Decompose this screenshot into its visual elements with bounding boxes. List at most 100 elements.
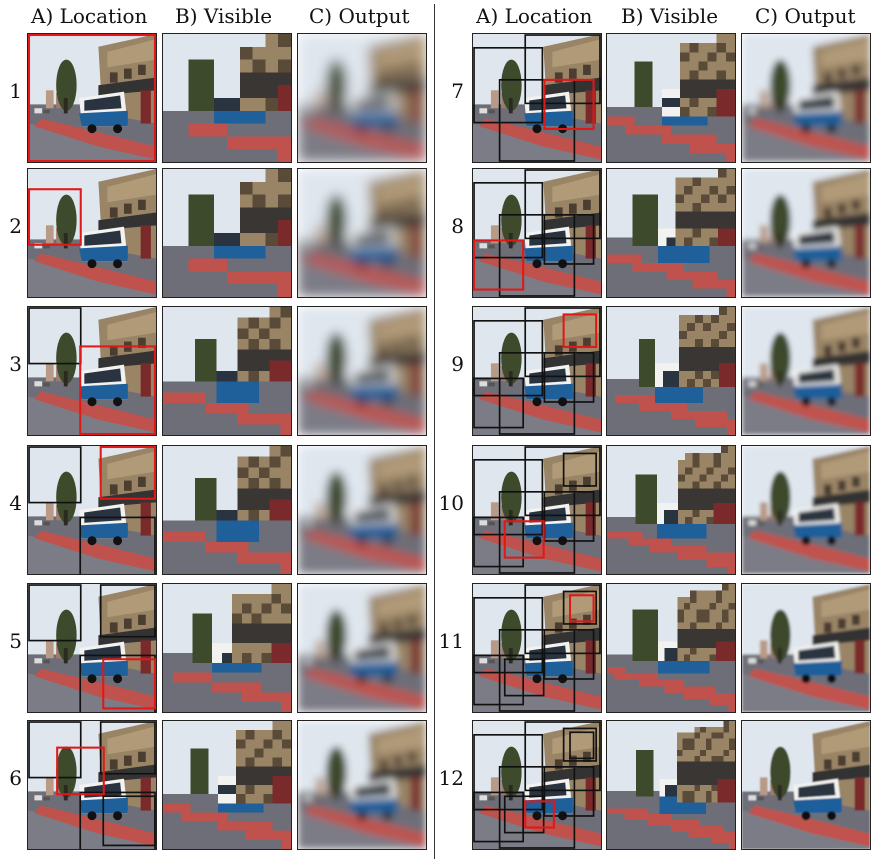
output-tile (297, 306, 427, 436)
current-glimpse-box (473, 239, 525, 291)
previous-glimpse-box (543, 628, 595, 680)
location-tile (472, 720, 602, 850)
output-tile (741, 33, 871, 163)
header-visible-right: B) Visible (621, 4, 719, 28)
step-label: 6 (9, 766, 22, 790)
previous-glimpse-box (473, 181, 544, 259)
current-glimpse-box (28, 188, 82, 246)
previous-glimpse-box (79, 791, 156, 849)
previous-glimpse-box (28, 307, 82, 365)
header-visible-left: B) Visible (175, 4, 273, 28)
step-label: 12 (438, 766, 464, 790)
current-glimpse-box (28, 34, 156, 162)
location-tile (27, 720, 157, 850)
panel-divider (434, 4, 435, 859)
output-tile (741, 445, 871, 575)
location-tile (472, 583, 602, 713)
previous-glimpse-box (28, 721, 82, 779)
visible-tile (606, 168, 736, 298)
previous-glimpse-box (562, 452, 597, 487)
header-output-right: C) Output (755, 4, 856, 28)
current-glimpse-box (99, 446, 156, 500)
location-tile (27, 583, 157, 713)
previous-glimpse-box (473, 46, 544, 124)
output-tile (297, 583, 427, 713)
previous-glimpse-box (543, 490, 595, 542)
previous-glimpse-box (524, 446, 601, 517)
location-tile (472, 306, 602, 436)
current-glimpse-box (543, 78, 595, 131)
location-tile (472, 445, 602, 575)
previous-glimpse-box (473, 733, 544, 811)
location-tile (27, 33, 157, 163)
visible-tile (606, 583, 736, 713)
step-label: 9 (451, 352, 464, 376)
output-tile (741, 583, 871, 713)
previous-glimpse-box (498, 490, 576, 574)
current-glimpse-box (562, 313, 598, 348)
previous-glimpse-box (498, 351, 576, 435)
visible-tile (162, 583, 292, 713)
previous-glimpse-box (473, 458, 544, 536)
output-tile (297, 720, 427, 850)
previous-glimpse-box (503, 658, 545, 697)
previous-glimpse-box (503, 795, 545, 834)
previous-glimpse-box (562, 590, 597, 625)
step-label: 5 (9, 629, 22, 653)
header-location-right: A) Location (476, 4, 593, 28)
previous-glimpse-box (543, 351, 595, 403)
current-glimpse-box (569, 594, 595, 623)
visible-tile (162, 445, 292, 575)
visible-tile (162, 306, 292, 436)
previous-glimpse-box (473, 791, 525, 843)
visible-tile (606, 445, 736, 575)
output-tile (297, 33, 427, 163)
location-tile (472, 168, 602, 298)
previous-glimpse-box (28, 584, 82, 642)
previous-glimpse-box (79, 516, 156, 574)
previous-glimpse-box (473, 654, 525, 706)
current-glimpse-box (102, 658, 156, 710)
visible-tile (162, 720, 292, 850)
previous-glimpse-box (473, 319, 544, 397)
step-label: 1 (9, 79, 22, 103)
output-tile (297, 168, 427, 298)
header-output-left: C) Output (309, 4, 410, 28)
previous-glimpse-box (524, 169, 601, 240)
previous-glimpse-box (498, 78, 576, 162)
step-label: 4 (9, 491, 22, 515)
header-location-left: A) Location (31, 4, 148, 28)
step-label: 7 (451, 79, 464, 103)
location-tile (472, 33, 602, 163)
current-glimpse-box (503, 520, 545, 559)
previous-glimpse-box (498, 213, 576, 297)
location-tile (27, 445, 157, 575)
previous-glimpse-box (473, 377, 525, 429)
visible-tile (162, 33, 292, 163)
step-label: 3 (9, 352, 22, 376)
visible-tile (606, 720, 736, 850)
step-label: 8 (451, 214, 464, 238)
previous-glimpse-box (543, 213, 595, 265)
visible-tile (606, 306, 736, 436)
step-label: 10 (438, 491, 464, 515)
previous-glimpse-box (524, 307, 601, 378)
previous-glimpse-box (79, 654, 156, 712)
previous-glimpse-box (498, 628, 576, 712)
output-tile (741, 168, 871, 298)
output-tile (297, 445, 427, 575)
previous-glimpse-box (473, 516, 525, 568)
previous-glimpse-box (102, 795, 156, 847)
previous-glimpse-box (524, 34, 601, 105)
previous-glimpse-box (28, 446, 82, 504)
previous-glimpse-box (524, 721, 601, 792)
previous-glimpse-box (99, 584, 156, 638)
visible-tile (162, 168, 292, 298)
previous-glimpse-box (473, 596, 544, 674)
visible-tile (606, 33, 736, 163)
location-tile (27, 168, 157, 298)
step-label: 11 (438, 629, 464, 653)
previous-glimpse-box (524, 584, 601, 655)
location-tile (27, 306, 157, 436)
